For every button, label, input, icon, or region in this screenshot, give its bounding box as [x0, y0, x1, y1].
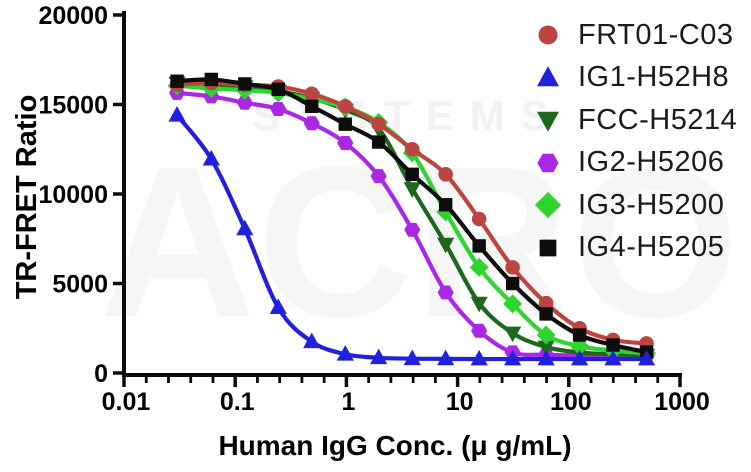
- legend-item-ig1-h52h8: IG1-H52H8: [529, 57, 737, 100]
- legend-item-fcc-h5214: FCC-H5214: [529, 99, 737, 142]
- x-tick-label: 100: [550, 388, 592, 416]
- series-IG1-H52H8: [168, 106, 656, 366]
- x-axis-title: Human IgG Conc. (μ g/mL): [218, 430, 572, 461]
- x-tick-label: 0.01: [102, 388, 151, 416]
- y-tick-label: 0: [94, 360, 108, 388]
- legend-label: IG1-H52H8: [578, 61, 730, 94]
- y-tick-label: 10000: [38, 181, 108, 209]
- legend-label: FCC-H5214: [578, 103, 738, 136]
- legend-item-ig2-h5206: IG2-H5206: [529, 142, 737, 185]
- y-tick-label: 20000: [38, 2, 108, 30]
- legend-item-frt01-c03: FRT01-C03: [529, 14, 737, 57]
- legend-label: IG2-H5206: [578, 146, 725, 179]
- y-tick-label: 5000: [52, 271, 108, 299]
- x-tick-label: 1: [341, 388, 355, 416]
- legend-label: FRT01-C03: [578, 18, 734, 51]
- legend-marker-triangle-down-icon: [529, 103, 567, 137]
- legend: FRT01-C03 IG1-H52H8 FCC-H5214 IG2-H5206 …: [529, 14, 737, 269]
- legend-marker-triangle-up-icon: [529, 61, 567, 95]
- legend-marker-square-icon: [529, 231, 567, 265]
- legend-label: IG4-H5205: [578, 231, 725, 264]
- legend-item-ig4-h5205: IG4-H5205: [529, 227, 737, 270]
- y-axis-title: TR-FRET Ratio: [11, 94, 43, 300]
- axes: 0 5000 10000 15000 20000 0.01 0.1 1 10 100 1000: [38, 2, 709, 416]
- legend-marker-circle-icon: [529, 18, 567, 52]
- legend-label: IG3-H5200: [578, 188, 725, 221]
- legend-marker-diamond-icon: [529, 188, 567, 222]
- y-tick-label: 15000: [38, 92, 108, 120]
- x-tick-label: 0.1: [220, 388, 255, 416]
- x-tick-label: 10: [446, 388, 474, 416]
- series-IG4-H5205: [170, 72, 654, 359]
- legend-item-ig3-h5200: IG3-H5200: [529, 184, 737, 227]
- legend-marker-hexagon-icon: [529, 146, 567, 180]
- x-tick-label: 1000: [654, 388, 710, 416]
